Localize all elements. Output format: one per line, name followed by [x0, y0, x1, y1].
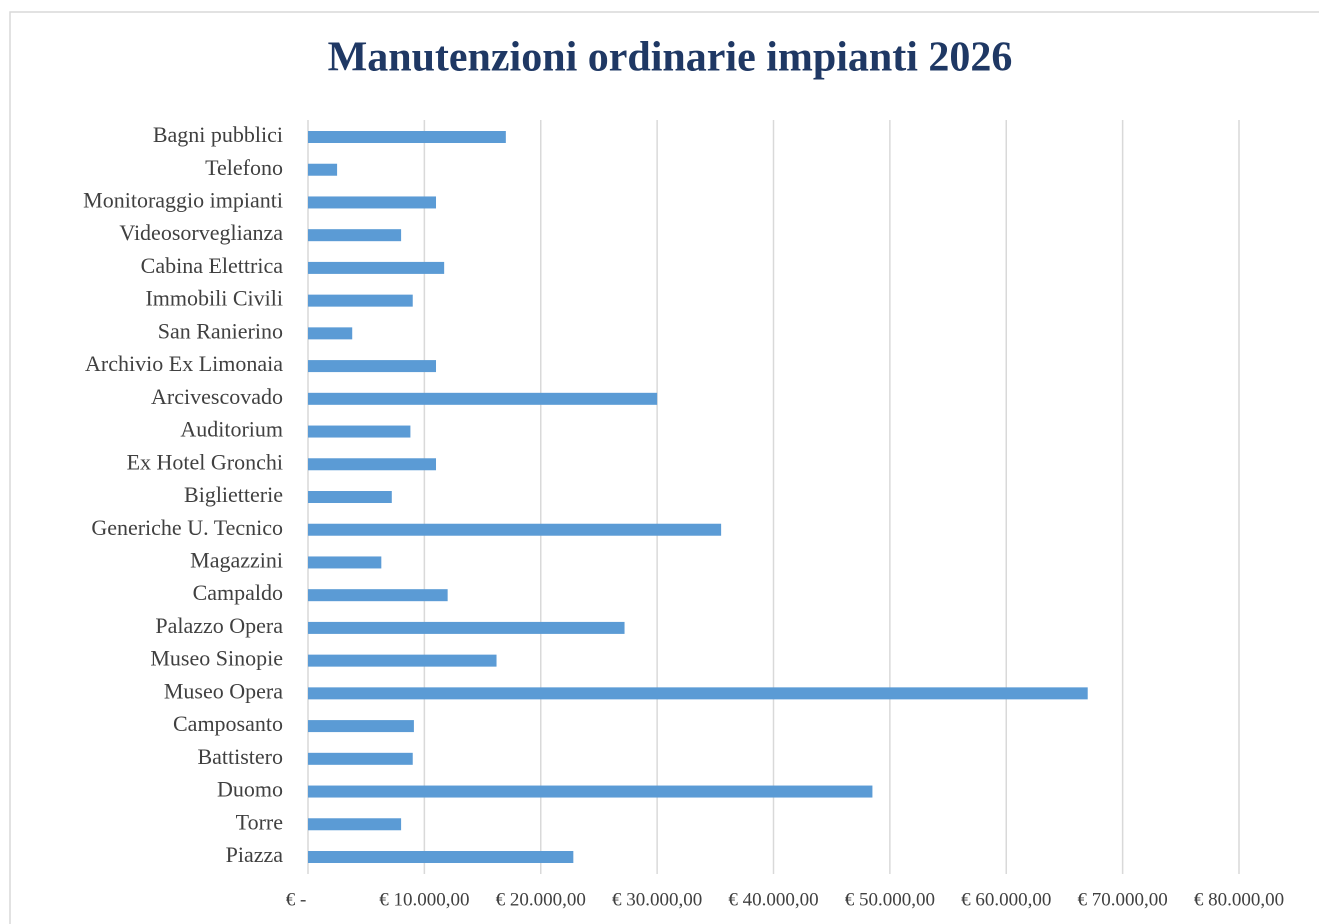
bar [308, 720, 414, 733]
y-tick-label: Campaldo [193, 580, 283, 605]
y-tick-label: Archivio Ex Limonaia [85, 351, 283, 376]
x-tick-label: € 20.000,00 [496, 889, 586, 910]
x-tick-label: € 80.000,00 [1194, 889, 1284, 910]
y-tick-label: Duomo [217, 777, 283, 802]
y-tick-label: Auditorium [180, 417, 283, 442]
y-tick-label: Camposanto [173, 711, 283, 736]
chart-frame [9, 11, 1319, 924]
bar [308, 589, 448, 602]
y-tick-label: Bagni pubblici [153, 122, 283, 147]
bar [308, 491, 392, 503]
y-tick-label: Piazza [226, 842, 284, 867]
bar [308, 392, 658, 405]
bar [308, 523, 722, 536]
y-tick-label: San Ranierino [158, 318, 283, 343]
x-tick-label: € - [286, 889, 307, 910]
y-tick-label: Magazzini [190, 548, 283, 573]
bar [308, 851, 574, 863]
bar [308, 556, 382, 569]
y-tick-label: Battistero [197, 744, 283, 769]
bar [308, 360, 437, 373]
bar [308, 229, 402, 242]
x-tick-label: € 70.000,00 [1078, 889, 1168, 910]
bar [308, 163, 338, 176]
bar [308, 294, 413, 307]
bar [308, 687, 1088, 700]
y-tick-label: Monitoraggio impianti [83, 188, 283, 213]
bar [308, 327, 353, 340]
x-tick-label: € 10.000,00 [379, 889, 469, 910]
chart-title: Manutenzioni ordinarie impianti 2026 [328, 35, 1013, 81]
x-tick-label: € 30.000,00 [612, 889, 702, 910]
bar [308, 654, 497, 667]
y-tick-label: Torre [236, 809, 283, 834]
x-tick-label: € 40.000,00 [728, 889, 818, 910]
y-tick-label: Ex Hotel Gronchi [127, 449, 283, 474]
y-tick-label: Museo Opera [164, 678, 283, 703]
bar [308, 196, 437, 209]
y-tick-label: Telefono [205, 155, 283, 180]
y-tick-label: Biglietterie [184, 482, 283, 507]
y-tick-label: Cabina Elettrica [141, 253, 284, 278]
x-tick-label: € 60.000,00 [961, 889, 1051, 910]
y-tick-label: Immobili Civili [145, 286, 283, 311]
x-tick-label: € 50.000,00 [845, 889, 935, 910]
bar [308, 621, 625, 634]
bar [308, 131, 506, 143]
bar [308, 425, 411, 438]
bar [308, 261, 445, 274]
bar [308, 818, 402, 831]
y-tick-label: Videosorveglianza [119, 220, 283, 245]
y-tick-label: Palazzo Opera [155, 613, 283, 638]
bar [308, 752, 413, 765]
y-tick-label: Generiche U. Tecnico [91, 515, 283, 540]
y-tick-label: Arcivescovado [151, 384, 283, 409]
bar [308, 785, 873, 798]
bar [308, 458, 437, 471]
y-tick-label: Museo Sinopie [150, 646, 283, 671]
